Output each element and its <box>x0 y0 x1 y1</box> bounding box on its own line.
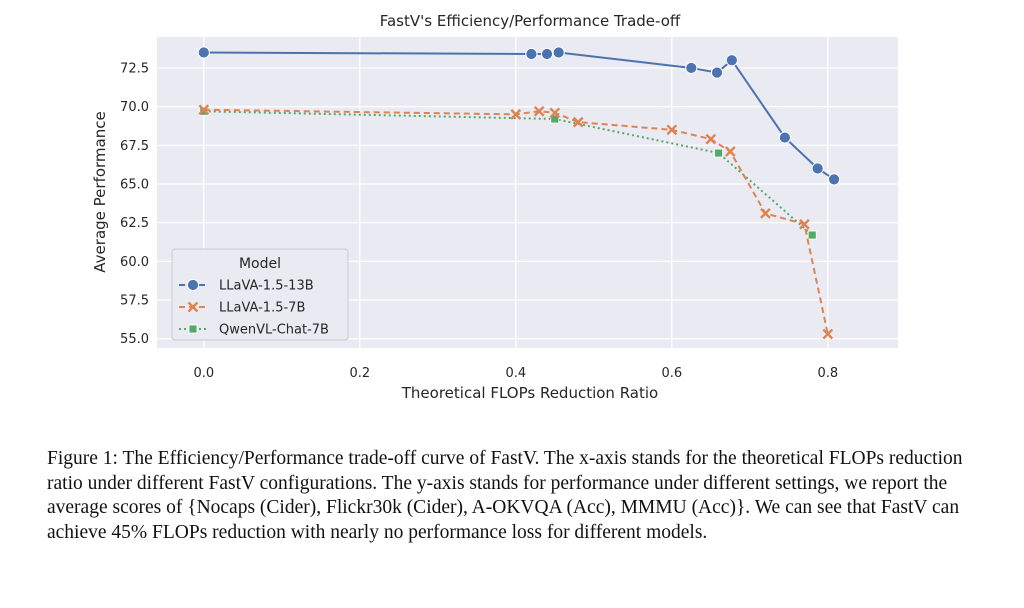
legend-title: Model <box>239 256 281 272</box>
x-tick-label: 0.0 <box>193 366 214 381</box>
series-line <box>203 110 813 236</box>
circle-marker <box>710 66 724 79</box>
circle-marker <box>811 162 824 175</box>
chart-title: FastV's Efficiency/Performance Trade-off <box>380 12 681 30</box>
x-tick-label: 0.6 <box>661 366 682 381</box>
circle-marker <box>685 61 698 75</box>
y-axis-label: Average Performance <box>91 111 109 272</box>
y-tick-label: 55.0 <box>120 332 149 347</box>
legend-item: QwenVL-Chat-7B <box>179 323 329 338</box>
circle-marker <box>552 46 565 59</box>
circle-marker <box>725 54 738 67</box>
legend-box <box>171 248 349 341</box>
y-tick-label: 70.0 <box>120 100 149 115</box>
series-line <box>203 51 835 181</box>
x-marker <box>760 208 771 219</box>
chart: FastV's Efficiency/Performance Trade-off… <box>91 12 898 402</box>
legend-label: LLaVA-1.5-7B <box>219 301 305 316</box>
y-tick-label: 67.5 <box>120 139 149 154</box>
x-marker <box>799 218 810 230</box>
x-tick-labels: 0.0 0.2 0.4 0.6 0.8 <box>193 366 838 381</box>
y-tick-labels: 55.0 57.5 60.0 62.5 65.0 67.5 70.0 72.5 <box>120 61 149 347</box>
circle-marker <box>197 46 210 59</box>
x-tick-label: 0.2 <box>349 366 370 381</box>
legend-label: QwenVL-Chat-7B <box>219 323 329 338</box>
y-tick-label: 60.0 <box>120 255 149 270</box>
legend-item: LLaVA-1.5-13B <box>179 279 314 294</box>
circle-marker <box>827 173 841 186</box>
x-marker <box>822 328 834 340</box>
circle-marker <box>186 278 200 292</box>
x-marker <box>510 109 522 120</box>
square-marker <box>714 148 723 158</box>
figure-caption: Figure 1: The Efficiency/Performance tra… <box>47 448 963 543</box>
circle-marker <box>525 47 538 61</box>
x-marker <box>187 301 199 313</box>
y-tick-label: 65.0 <box>120 177 149 192</box>
legend-label: LLaVA-1.5-13B <box>219 279 314 294</box>
y-tick-label: 72.5 <box>120 61 149 76</box>
circle-marker <box>778 131 792 144</box>
x-tick-label: 0.8 <box>817 366 838 381</box>
y-tick-label: 57.5 <box>120 294 149 309</box>
square-marker <box>807 230 817 240</box>
circle-marker <box>540 47 554 61</box>
y-tick-label: 62.5 <box>120 216 149 231</box>
x-marker <box>198 104 210 116</box>
x-marker <box>572 116 584 128</box>
x-tick-label: 0.4 <box>505 366 526 381</box>
legend: Model LLaVA-1.5-13B LLaVA-1.5-7B QwenVL-Ch… <box>171 248 349 341</box>
series-group <box>197 46 841 340</box>
square-marker <box>550 114 560 124</box>
x-marker <box>666 124 678 136</box>
series-1 <box>198 104 834 340</box>
x-marker <box>549 107 561 119</box>
x-marker <box>705 133 717 145</box>
x-marker <box>724 146 736 157</box>
square-marker <box>188 324 198 334</box>
x-marker <box>533 105 545 117</box>
series-0 <box>197 46 841 186</box>
legend-item: LLaVA-1.5-7B <box>179 301 305 316</box>
x-axis-label: Theoretical FLOPs Reduction Ratio <box>401 384 658 402</box>
